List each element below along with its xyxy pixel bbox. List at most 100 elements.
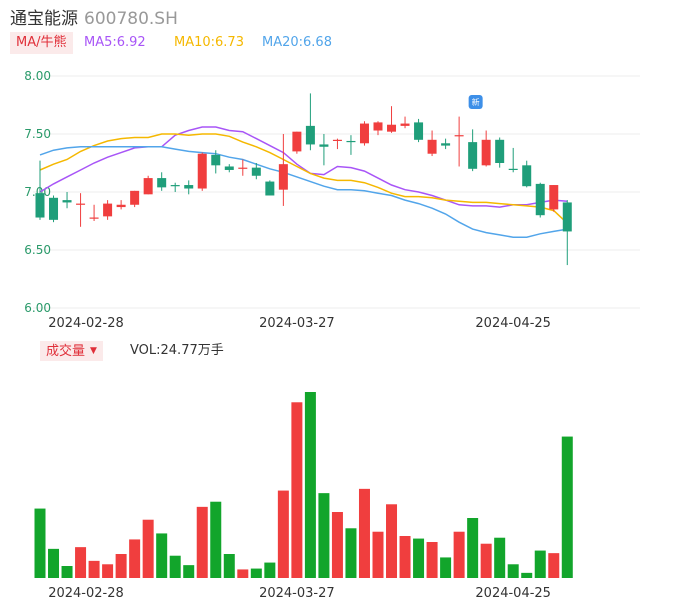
volume-toggle-button[interactable]: 成交量 ▼	[40, 341, 103, 361]
candle-body	[170, 185, 180, 187]
candle-body	[103, 203, 113, 217]
candle-body	[562, 202, 572, 232]
news-marker-label: 新	[472, 97, 480, 107]
candle	[562, 200, 572, 266]
candle-body	[292, 131, 302, 152]
candle-body	[116, 204, 126, 208]
volume-bar	[399, 536, 411, 578]
volume-bar	[507, 564, 519, 578]
candle-body	[468, 142, 478, 169]
volume-bar	[534, 550, 546, 578]
candle-body	[454, 135, 464, 137]
candle	[211, 150, 221, 174]
candle-body	[305, 125, 315, 145]
volume-bar	[440, 557, 452, 578]
stock-code: 600780.SH	[84, 9, 178, 29]
candle-body	[441, 143, 451, 146]
candle-body	[549, 185, 559, 210]
candle	[238, 159, 248, 176]
candle	[157, 172, 167, 191]
candle-body	[414, 122, 424, 140]
volume-bar	[75, 547, 87, 578]
volume-bar	[61, 566, 73, 578]
candle	[414, 118, 424, 143]
candle-body	[522, 165, 532, 187]
date-axis-bottom: 2024-02-28 2024-03-27 2024-04-25	[48, 586, 551, 601]
y-tick-label: 7.50	[24, 127, 51, 141]
candle	[265, 180, 275, 196]
x-tick-label: 2024-04-25	[475, 316, 551, 331]
ma5-label: MA5:6.92	[84, 35, 146, 50]
candle	[35, 160, 45, 220]
candle-body	[373, 122, 383, 131]
candle	[522, 160, 532, 188]
date-axis-top: 2024-02-28 2024-03-27 2024-04-25	[48, 316, 551, 331]
candle-body	[157, 178, 167, 188]
volume-bar	[34, 508, 46, 578]
candle-body	[251, 167, 261, 176]
candle-body	[143, 178, 153, 195]
candle	[184, 180, 194, 195]
volume-bar	[169, 555, 181, 578]
ma-line-ma5	[39, 126, 568, 208]
y-tick-label: 6.50	[24, 243, 51, 257]
volume-bar	[196, 506, 208, 578]
ma20-label: MA20:6.68	[262, 35, 332, 50]
candle	[332, 138, 342, 150]
ma-toggle-button[interactable]: MA/牛熊	[10, 32, 73, 54]
candle	[49, 195, 59, 223]
candle-body	[481, 139, 491, 166]
candle	[292, 131, 302, 154]
volume-bar	[142, 519, 154, 578]
volume-bar	[548, 553, 560, 578]
volume-bar	[331, 512, 343, 578]
candle	[373, 121, 383, 136]
ma10-label: MA10:6.73	[174, 35, 244, 50]
volume-bar	[494, 537, 506, 578]
x-tick-label: 2024-03-27	[259, 316, 335, 331]
candle-body	[211, 154, 221, 166]
volume-bar	[304, 392, 316, 578]
candle	[468, 129, 478, 172]
volume-bar	[210, 501, 222, 578]
ma-line-ma20	[39, 146, 568, 238]
volume-bar	[521, 572, 533, 578]
candle	[427, 130, 437, 157]
candle-body	[495, 139, 505, 163]
volume-bar	[291, 402, 303, 578]
candle	[251, 163, 261, 180]
candle-body	[535, 183, 545, 216]
candle-body	[346, 140, 356, 143]
candle-body	[62, 200, 72, 203]
volume-bar	[426, 542, 438, 578]
volume-bar	[453, 531, 465, 578]
candle-body	[35, 193, 45, 218]
candle	[170, 182, 180, 192]
volume-bar	[372, 531, 384, 578]
volume-bar	[413, 538, 425, 578]
volume-bar	[250, 568, 262, 578]
x-tick-label: 2024-02-28	[48, 316, 124, 331]
candle-body	[319, 144, 329, 147]
volume-bar	[223, 554, 235, 578]
candle	[130, 190, 140, 208]
volume-bar	[561, 436, 573, 578]
volume-bar	[88, 560, 100, 578]
candle	[62, 192, 72, 209]
candle-body	[278, 164, 288, 190]
volume-bar	[156, 533, 168, 578]
stock-name: 通宝能源	[10, 9, 78, 29]
candle	[103, 200, 113, 220]
y-tick-label: 6.00	[24, 301, 51, 315]
candle	[387, 106, 397, 133]
y-tick-label: 8.00	[24, 69, 51, 83]
volume-bar	[115, 554, 127, 578]
candle	[454, 116, 464, 167]
volume-bar	[467, 518, 479, 578]
candle-body	[387, 124, 397, 132]
candle	[549, 185, 559, 212]
candle	[89, 204, 99, 221]
candle	[481, 130, 491, 167]
candle-body	[332, 139, 342, 141]
